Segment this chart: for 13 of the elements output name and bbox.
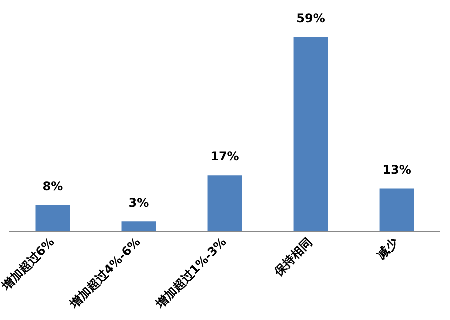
x-tick-label: 保持相同 xyxy=(270,235,316,280)
bar xyxy=(294,37,328,232)
bar xyxy=(208,176,242,232)
bar xyxy=(122,222,156,232)
data-label: 3% xyxy=(128,196,150,210)
data-label: 13% xyxy=(382,162,412,177)
data-label: 8% xyxy=(42,179,64,194)
x-tick-label: 减少 xyxy=(374,234,402,262)
x-tick-label: 增加超过6% xyxy=(0,235,58,294)
bar xyxy=(36,205,70,232)
data-label: 59% xyxy=(296,11,326,26)
bar xyxy=(380,188,414,232)
data-label: 17% xyxy=(210,150,240,164)
